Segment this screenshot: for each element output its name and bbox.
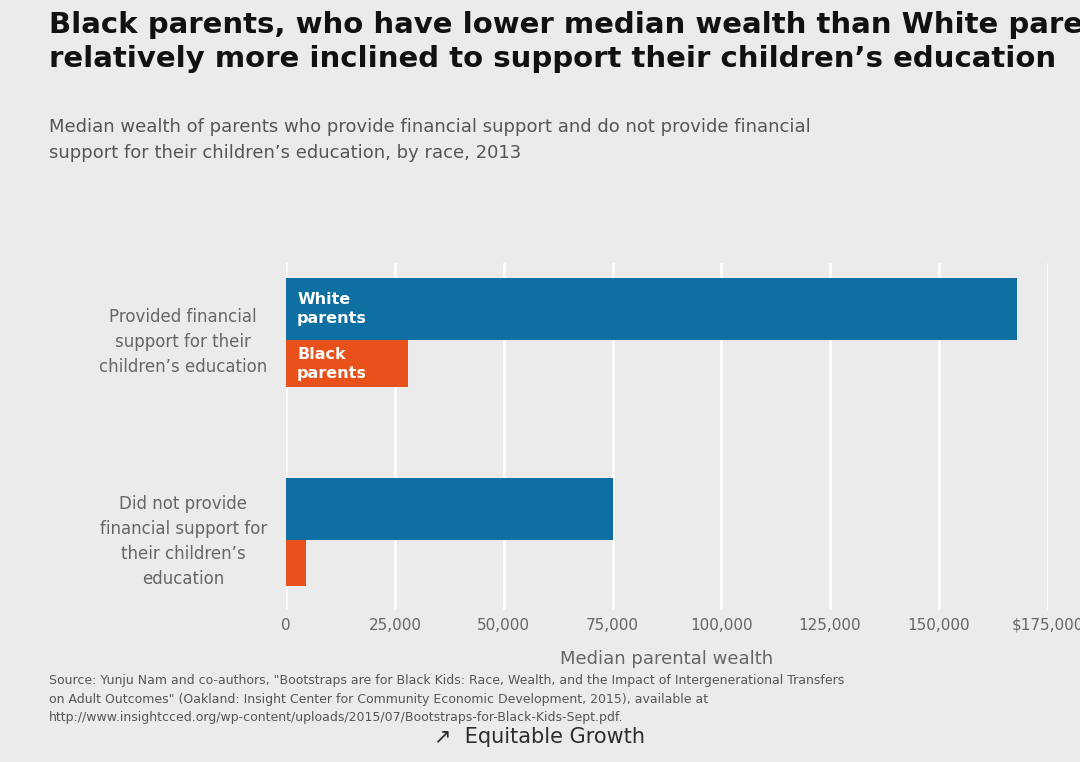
Text: Black
parents: Black parents — [297, 347, 367, 381]
Bar — [286, 277, 1017, 341]
X-axis label: Median parental wealth: Median parental wealth — [561, 649, 773, 668]
Text: Source: Yunju Nam and co-authors, "Bootstraps are for Black Kids: Race, Wealth, : Source: Yunju Nam and co-authors, "Boots… — [49, 674, 843, 725]
Bar — [286, 341, 408, 386]
Bar — [286, 540, 306, 587]
Text: White
parents: White parents — [297, 292, 367, 326]
Text: Black parents, who have lower median wealth than White parents, are
relatively m: Black parents, who have lower median wea… — [49, 11, 1080, 73]
Text: Median wealth of parents who provide financial support and do not provide financ: Median wealth of parents who provide fin… — [49, 118, 810, 162]
Bar — [286, 478, 612, 540]
Text: ↗  Equitable Growth: ↗ Equitable Growth — [434, 727, 646, 747]
